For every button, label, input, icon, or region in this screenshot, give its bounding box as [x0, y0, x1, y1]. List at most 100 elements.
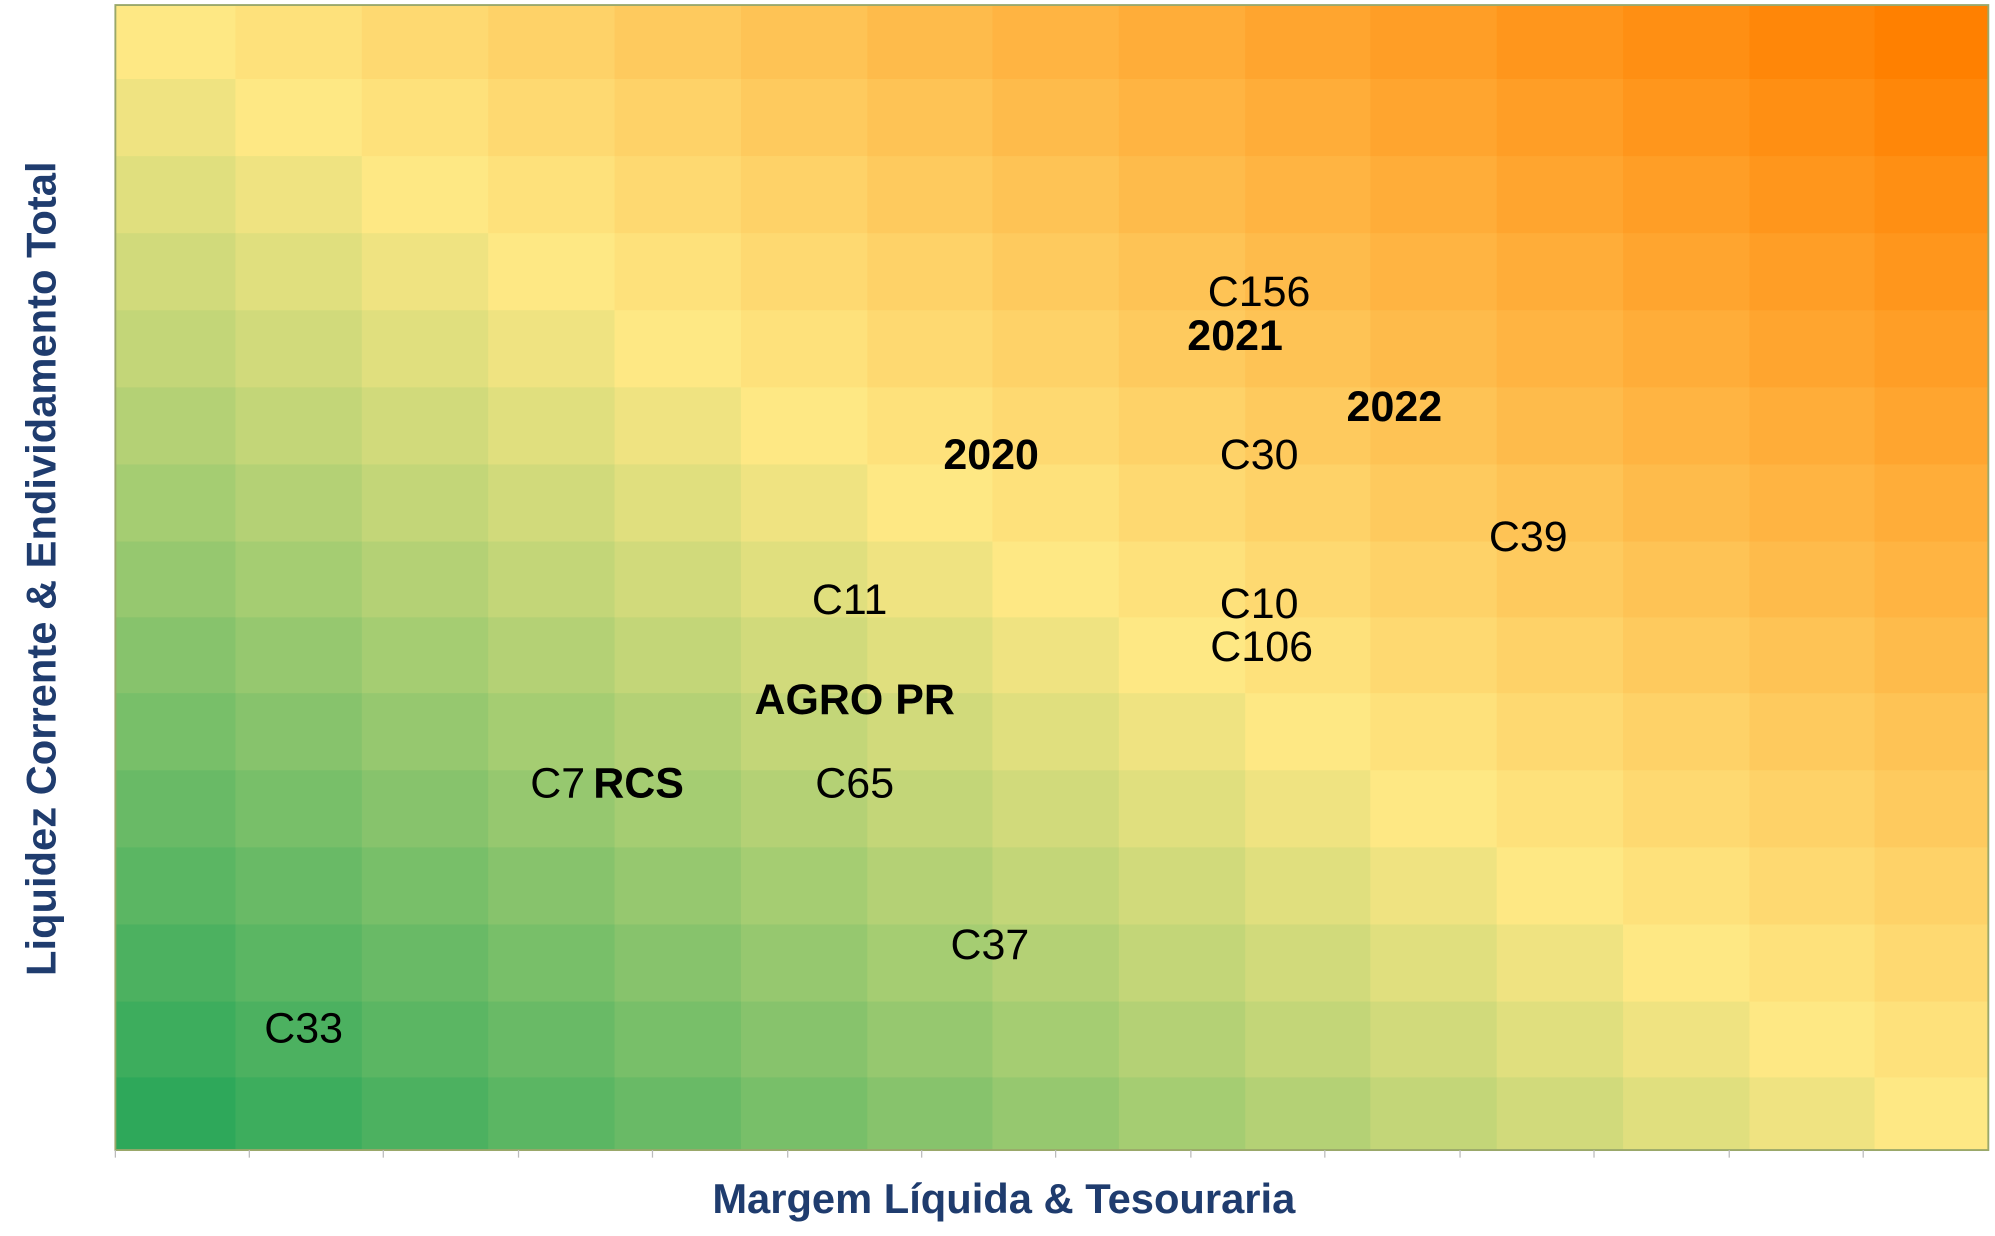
heat-cell	[1245, 309, 1371, 388]
heat-cell	[1623, 923, 1751, 1002]
heat-cell	[1370, 463, 1498, 542]
heat-cell	[488, 5, 616, 79]
heat-cell	[992, 846, 1120, 925]
heat-cell	[740, 1076, 868, 1151]
heat-cell	[992, 155, 1120, 234]
heat-cell	[867, 923, 994, 1002]
heat-cell	[1623, 1000, 1751, 1078]
heat-cell	[1749, 616, 1876, 694]
heat-cell	[1749, 386, 1876, 465]
heat-cell	[1370, 155, 1498, 234]
heat-cell	[1874, 309, 1989, 388]
heat-cell	[614, 769, 742, 848]
heat-cell	[867, 1076, 994, 1151]
heat-cell	[614, 846, 742, 925]
heat-cell	[1370, 616, 1498, 694]
heat-cell	[115, 463, 237, 542]
heat-cell	[361, 692, 489, 771]
heat-cell	[1496, 1076, 1624, 1151]
heat-cell	[1623, 309, 1751, 388]
x-axis-title: Margem Líquida & Tesouraria	[712, 1175, 1296, 1222]
point-label: C30	[1220, 431, 1299, 479]
heat-cell	[488, 769, 616, 848]
heat-cell	[614, 1076, 742, 1151]
heat-cell	[1749, 923, 1876, 1002]
heat-cell	[1496, 386, 1624, 465]
point-label: AGRO PR	[754, 676, 954, 724]
heat-cell	[488, 1000, 616, 1078]
heat-cell	[992, 463, 1120, 542]
heat-cell	[115, 1000, 237, 1078]
heat-cell	[1623, 692, 1751, 771]
heat-cell	[740, 155, 868, 234]
heat-cell	[235, 769, 363, 848]
heat-cell	[992, 5, 1120, 79]
heat-cell	[1370, 78, 1498, 157]
heat-cell	[361, 309, 489, 388]
heat-cell	[115, 309, 237, 388]
heat-cell	[1245, 78, 1371, 157]
heat-cell	[992, 309, 1120, 388]
heat-cell	[1245, 923, 1371, 1002]
point-label: 2020	[943, 431, 1039, 479]
heat-cell	[488, 846, 616, 925]
heat-cell	[867, 78, 994, 157]
heat-cell	[1874, 769, 1989, 848]
heat-cell	[115, 923, 237, 1002]
heat-cell	[1874, 155, 1989, 234]
heat-cell	[235, 5, 363, 79]
heat-cell	[488, 463, 616, 542]
heat-cell	[115, 616, 237, 694]
point-label: 2022	[1347, 383, 1443, 431]
heat-cell	[614, 232, 742, 311]
heat-cell	[1245, 386, 1371, 465]
heat-cell	[867, 1000, 994, 1078]
heat-cell	[1245, 232, 1371, 311]
y-axis-title: Liquidez Corrente & Endividamento Total	[18, 161, 65, 975]
heat-cell	[992, 386, 1120, 465]
heat-cell	[614, 309, 742, 388]
heat-cell	[1118, 616, 1246, 694]
heat-cell	[1370, 5, 1498, 79]
heat-cell	[1623, 769, 1751, 848]
point-label: C37	[951, 921, 1030, 969]
heat-cell	[867, 463, 994, 542]
heat-cell	[1370, 1000, 1498, 1078]
heat-cell	[1496, 1000, 1624, 1078]
heat-cell	[235, 155, 363, 234]
heat-cell	[115, 78, 237, 157]
heat-cell	[361, 769, 489, 848]
heat-cell	[992, 692, 1120, 771]
heat-cell	[1496, 232, 1624, 311]
heat-cell	[740, 78, 868, 157]
heat-cell	[740, 923, 868, 1002]
heat-cell	[1623, 155, 1751, 234]
heat-cell	[115, 846, 237, 925]
heat-cell	[1118, 846, 1246, 925]
heat-cell	[1496, 769, 1624, 848]
heat-cell	[1749, 540, 1876, 618]
point-label: C11	[812, 576, 888, 624]
heat-cell	[1496, 309, 1624, 388]
heat-cell	[1118, 692, 1246, 771]
heat-cell	[1245, 692, 1371, 771]
heat-cell	[740, 1000, 868, 1078]
heat-cell	[488, 232, 616, 311]
heat-cell	[740, 692, 868, 771]
heat-cell	[1245, 616, 1371, 694]
heat-cell	[235, 923, 363, 1002]
heat-cell	[867, 540, 994, 618]
heat-cell	[1118, 232, 1246, 311]
heat-cell	[867, 309, 994, 388]
heat-cell	[1370, 769, 1498, 848]
heat-cell	[235, 1000, 363, 1078]
heat-cell	[867, 846, 994, 925]
heat-cell	[614, 386, 742, 465]
heat-cell	[614, 923, 742, 1002]
heat-cell	[361, 616, 489, 694]
plot-border	[114, 4, 1990, 1152]
heat-cell	[235, 616, 363, 694]
heat-cell	[1370, 846, 1498, 925]
heat-cell	[867, 155, 994, 234]
